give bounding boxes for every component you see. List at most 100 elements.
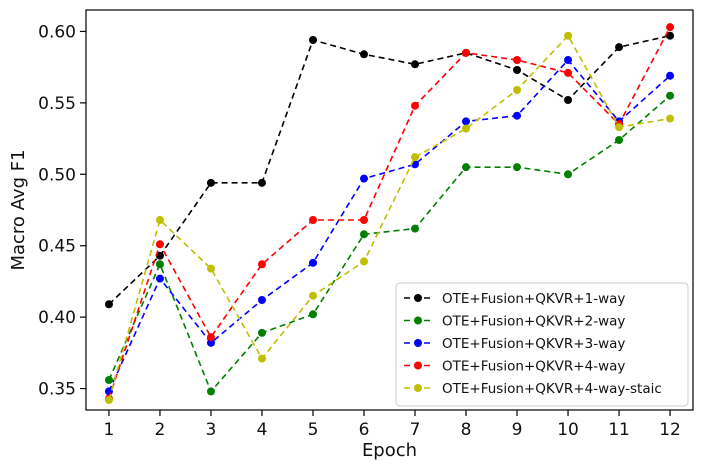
data-point (359, 174, 368, 183)
data-point (666, 91, 675, 100)
data-point (257, 260, 266, 269)
data-point (308, 216, 317, 224)
data-point (206, 338, 215, 347)
series-line (108, 95, 671, 393)
data-point (359, 216, 368, 224)
data-point (462, 117, 471, 126)
y-axis: 0.35 0.40 0.45 0.50 0.55 0.60 (38, 22, 86, 400)
data-point (615, 43, 624, 52)
x-tick-label: 3 (206, 420, 217, 440)
legend-label: OTE+Fusion+QKVR+1-way (442, 291, 625, 307)
data-point (104, 396, 113, 404)
legend-item: OTE+Fusion+QKVR+2-way (404, 314, 625, 330)
legend-item: OTE+Fusion+QKVR+4-way (404, 359, 625, 375)
data-point (462, 163, 471, 172)
data-point (155, 260, 164, 269)
series-2 (104, 91, 675, 396)
data-point (155, 216, 164, 224)
data-point (513, 66, 522, 74)
data-point (411, 153, 420, 162)
legend-marker (414, 361, 422, 370)
y-tick-label: 0.55 (38, 94, 76, 114)
x-tick-label: 7 (410, 420, 421, 440)
series-1 (104, 31, 675, 309)
legend-item: OTE+Fusion+QKVR+4-way-staic (404, 381, 662, 397)
x-tick-label: 4 (257, 420, 268, 440)
data-point (513, 111, 522, 120)
data-point (359, 50, 368, 59)
series-line (108, 34, 671, 305)
data-point (564, 31, 573, 40)
data-point (206, 333, 215, 342)
legend-marker (414, 384, 422, 392)
data-point (155, 251, 164, 260)
legend-marker (414, 339, 422, 347)
x-tick-label: 9 (512, 420, 523, 440)
data-point (308, 36, 317, 44)
data-point (564, 96, 573, 104)
x-tick-label: 8 (461, 420, 472, 440)
data-point (462, 48, 471, 57)
data-point (257, 354, 266, 363)
x-tick-label: 5 (308, 420, 319, 440)
legend: OTE+Fusion+QKVR+1-way OTE+Fusion+QKVR+2-w… (395, 282, 689, 407)
y-tick-label: 0.40 (38, 308, 76, 328)
x-tick-label: 11 (608, 420, 630, 440)
legend-box (395, 282, 689, 407)
y-tick-label: 0.45 (38, 237, 76, 257)
series-5 (104, 31, 675, 404)
data-point (564, 170, 573, 179)
data-point (308, 258, 317, 267)
data-point (411, 224, 420, 233)
x-axis: 1 2 3 4 5 6 7 8 9 10 11 12 (104, 410, 681, 440)
y-axis-label: Macro Avg F1 (8, 149, 29, 270)
data-point (513, 56, 522, 64)
x-tick-label: 2 (155, 420, 166, 440)
series-line (108, 26, 671, 399)
data-point (411, 60, 420, 69)
data-point (206, 264, 215, 273)
data-point (257, 296, 266, 304)
data-point (257, 178, 266, 187)
legend-label: OTE+Fusion+QKVR+4-way-staic (442, 381, 662, 397)
data-point (359, 230, 368, 239)
data-point (155, 240, 164, 249)
data-point (666, 71, 675, 80)
data-point (666, 114, 675, 123)
legend-label: OTE+Fusion+QKVR+2-way (442, 314, 625, 330)
data-point (564, 56, 573, 64)
series-3 (104, 56, 675, 396)
series-4 (104, 23, 675, 403)
legend-item: OTE+Fusion+QKVR+3-way (404, 336, 625, 352)
legend-marker (414, 316, 422, 325)
legend-label: OTE+Fusion+QKVR+3-way (442, 336, 625, 352)
data-point (513, 86, 522, 94)
data-point (257, 328, 266, 337)
x-tick-label: 1 (104, 420, 115, 440)
data-point (308, 291, 317, 300)
data-point (666, 31, 675, 40)
y-tick-label: 0.60 (38, 22, 76, 42)
data-point (564, 68, 573, 77)
data-point (615, 123, 624, 132)
data-point (155, 274, 164, 283)
legend-label: OTE+Fusion+QKVR+4-way (442, 359, 625, 375)
x-axis-label: Epoch (362, 440, 417, 461)
data-point (666, 23, 675, 32)
series-line (108, 34, 671, 401)
data-point (308, 310, 317, 319)
data-point (359, 257, 368, 266)
x-tick-label: 12 (659, 420, 681, 440)
data-point (206, 387, 215, 396)
data-point (104, 376, 113, 384)
data-point (462, 124, 471, 133)
data-point (206, 178, 215, 187)
y-tick-label: 0.35 (38, 380, 76, 400)
x-tick-label: 10 (557, 420, 579, 440)
data-point (615, 136, 624, 144)
plot-series (104, 23, 675, 404)
data-point (411, 101, 420, 110)
series-line (108, 58, 671, 392)
x-tick-label: 6 (359, 420, 370, 440)
